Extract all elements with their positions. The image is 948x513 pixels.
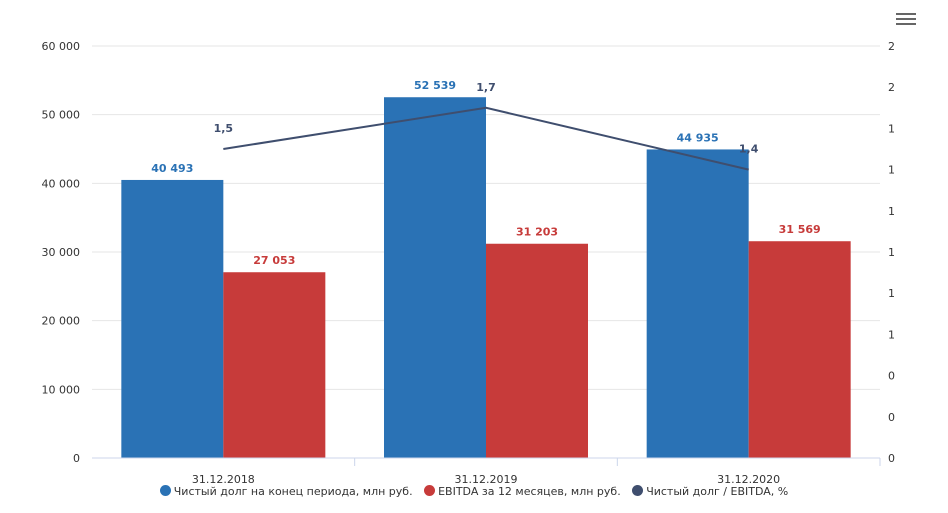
legend-item-net-debt[interactable]: Чистый долг на конец периода, млн руб. xyxy=(159,485,413,498)
bar xyxy=(646,149,749,458)
y-right-tick-label: 2 xyxy=(888,40,895,53)
axes: 0 10 000 20 000 30 000 40 000 50 000 60 000 0 0 0… xyxy=(42,40,896,486)
legend-marker-net-debt xyxy=(159,485,171,496)
y-right-tick-label: 1 xyxy=(888,164,895,177)
y-right-tick-label: 0 xyxy=(888,370,895,383)
x-tick-label: 31.12.2020 xyxy=(717,473,780,486)
legend-item-ratio[interactable]: Чистый долг / EBITDA, % xyxy=(632,485,788,498)
x-tick-label: 31.12.2019 xyxy=(455,473,518,486)
ratio-line-path xyxy=(223,106,749,171)
y-right-tick-label: 0 xyxy=(888,411,895,424)
y-right-tick-label: 1 xyxy=(888,205,895,218)
bar-data-label: 31 569 xyxy=(779,223,821,236)
line-data-label: 1,7 xyxy=(476,81,496,94)
bar-data-label: 44 935 xyxy=(677,131,719,144)
bar xyxy=(384,97,486,458)
ratio-line xyxy=(223,106,749,171)
bar xyxy=(121,179,224,458)
bar-data-label: 31 203 xyxy=(516,226,558,239)
legend-marker-ratio xyxy=(632,485,644,496)
y-left-tick-label: 20 000 xyxy=(42,315,81,328)
y-right-tick-label: 1 xyxy=(888,122,895,135)
y-left-tick-label: 40 000 xyxy=(42,177,81,190)
hamburger-menu-icon[interactable] xyxy=(894,10,918,30)
bar-data-label: 52 539 xyxy=(414,79,456,92)
y-right-tick-label: 1 xyxy=(888,246,895,259)
bars xyxy=(121,97,851,458)
y-right-tick-label: 2 xyxy=(888,81,895,94)
bar xyxy=(223,272,326,458)
legend-label-net-debt: Чистый долг на конец периода, млн руб. xyxy=(173,485,413,498)
y-right-tick-label: 1 xyxy=(888,328,895,341)
y-left-tick-label: 0 xyxy=(73,452,80,465)
bar-data-label: 27 053 xyxy=(253,254,295,267)
y-right-tick-label: 1 xyxy=(888,287,895,300)
x-tick-label: 31.12.2018 xyxy=(192,473,255,486)
data-labels: 40 493 27 053 52 539 31 203 44 935 31 569 1,5 1… xyxy=(151,79,820,267)
bar-data-label: 40 493 xyxy=(151,162,193,175)
y-left-tick-label: 50 000 xyxy=(42,109,81,122)
y-left-tick-label: 10 000 xyxy=(42,383,81,396)
bar xyxy=(486,243,588,458)
y-right-tick-label: 0 xyxy=(888,452,895,465)
legend-label-ratio: Чистый долг / EBITDA, % xyxy=(646,485,789,498)
legend: Чистый долг на конец периода, млн руб. E… xyxy=(0,485,948,498)
y-left-tick-label: 60 000 xyxy=(42,40,81,53)
legend-item-ebitda[interactable]: EBITDA за 12 месяцев, млн руб. xyxy=(424,485,621,498)
legend-marker-ebitda xyxy=(424,485,436,496)
bar xyxy=(748,241,851,458)
line-data-label: 1,4 xyxy=(739,143,759,156)
line-data-label: 1,5 xyxy=(214,122,234,135)
legend-label-ebitda: EBITDA за 12 месяцев, млн руб. xyxy=(438,485,621,498)
y-left-tick-label: 30 000 xyxy=(42,246,81,259)
